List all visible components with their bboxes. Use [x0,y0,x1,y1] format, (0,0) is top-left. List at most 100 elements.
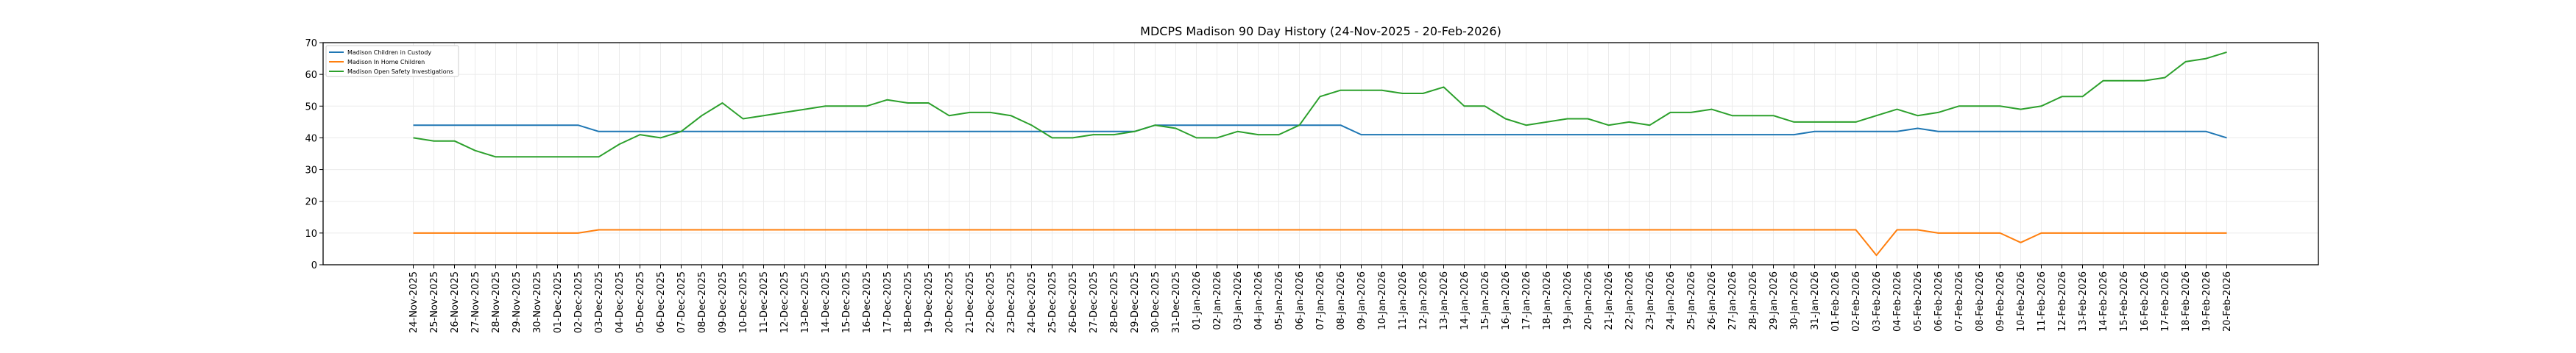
x-tick-label: 17-Dec-2025 [882,271,894,333]
x-tick-label: 29-Nov-2025 [512,271,523,333]
x-tick-label: 18-Jan-2026 [1542,271,1553,330]
x-tick-label: 25-Dec-2025 [1047,271,1058,333]
x-tick-label: 14-Jan-2026 [1459,271,1471,330]
x-tick-label: 08-Dec-2025 [697,271,708,333]
x-tick-label: 12-Jan-2026 [1418,271,1429,330]
legend-label: Madison In Home Children [347,59,425,65]
x-tick-label: 27-Nov-2025 [470,271,481,333]
series-line-madison-children-in-custody [413,124,2227,139]
x-tick-label: 06-Jan-2026 [1295,271,1306,330]
x-tick-label: 16-Feb-2026 [2140,271,2151,332]
series-lines [413,51,2227,257]
x-tick-label: 21-Jan-2026 [1604,271,1615,330]
x-tick-label: 13-Jan-2026 [1439,271,1450,330]
x-tick-label: 15-Feb-2026 [2119,271,2130,332]
x-tick-label: 12-Dec-2025 [779,271,790,333]
x-tick-label: 08-Jan-2026 [1336,271,1347,330]
x-tick-label: 16-Dec-2025 [862,271,873,333]
y-axis: 0 10 20 30 40 50 60 70 [305,38,323,271]
y-tick-label: 30 [305,165,317,176]
x-tick-label: 13-Dec-2025 [800,271,811,333]
x-tick-label: 30-Nov-2025 [532,271,543,333]
x-tick-label: 15-Dec-2025 [841,271,852,333]
x-tick-label: 01-Feb-2026 [1830,271,1841,332]
x-tick-label: 28-Jan-2026 [1748,271,1759,330]
x-tick-label: 14-Feb-2026 [2098,271,2109,332]
x-tick-label: 25-Jan-2026 [1686,271,1697,330]
x-tick-label: 07-Jan-2026 [1315,271,1326,330]
x-tick-label: 28-Dec-2025 [1109,271,1120,333]
x-tick-label: 28-Nov-2025 [491,271,502,333]
x-tick-label: 24-Dec-2025 [1027,271,1038,333]
x-axis: 24-Nov-2025 25-Nov-2025 26-Nov-2025 27-Nov-… [408,265,2233,333]
x-tick-label: 10-Jan-2026 [1377,271,1388,330]
legend: Madison Children in Custody Madison In Ho… [325,45,459,77]
x-tick-label: 10-Feb-2026 [2016,271,2027,332]
x-tick-label: 18-Feb-2026 [2181,271,2192,332]
x-tick-label: 29-Jan-2026 [1769,271,1780,330]
x-tick-label: 02-Dec-2025 [573,271,584,333]
x-tick-label: 22-Jan-2026 [1624,271,1635,330]
x-tick-label: 26-Jan-2026 [1707,271,1718,330]
x-tick-label: 12-Feb-2026 [2057,271,2068,332]
x-tick-label: 27-Dec-2025 [1089,271,1100,333]
x-tick-label: 09-Jan-2026 [1356,271,1367,330]
x-tick-label: 06-Feb-2026 [1933,271,1945,332]
x-tick-label: 23-Dec-2025 [1006,271,1017,333]
x-tick-label: 19-Dec-2025 [924,271,935,333]
legend-label: Madison Children in Custody [347,49,431,56]
x-tick-label: 17-Feb-2026 [2160,271,2171,332]
x-tick-label: 03-Jan-2026 [1233,271,1244,330]
x-tick-label: 15-Jan-2026 [1480,271,1491,330]
x-tick-label: 09-Dec-2025 [718,271,729,333]
plot-frame [322,42,2319,265]
y-tick-label: 40 [305,133,317,144]
x-tick-label: 30-Dec-2025 [1150,271,1161,333]
x-tick-label: 07-Dec-2025 [676,271,687,333]
x-tick-label: 13-Feb-2026 [2078,271,2089,332]
x-tick-label: 31-Dec-2025 [1171,271,1182,333]
x-tick-label: 01-Jan-2026 [1192,271,1203,330]
x-tick-label: 11-Dec-2025 [759,271,770,333]
x-tick-label: 18-Dec-2025 [903,271,914,333]
x-tick-label: 04-Dec-2025 [615,271,626,333]
x-tick-label: 21-Dec-2025 [965,271,976,333]
x-tick-label: 25-Nov-2025 [429,271,440,333]
x-tick-label: 07-Feb-2026 [1954,271,1965,332]
x-tick-label: 02-Jan-2026 [1212,271,1223,330]
x-tick-label: 04-Feb-2026 [1892,271,1903,332]
series-line-madison-in-home-children [413,229,2227,257]
y-tick-label: 0 [311,260,317,271]
x-tick-label: 20-Dec-2025 [944,271,955,333]
x-tick-label: 19-Feb-2026 [2201,271,2212,332]
x-tick-label: 08-Feb-2026 [1975,271,1986,332]
x-tick-label: 23-Jan-2026 [1645,271,1656,330]
x-tick-label: 19-Jan-2026 [1563,271,1574,330]
y-tick-label: 20 [305,197,317,208]
x-tick-label: 22-Dec-2025 [986,271,997,333]
x-tick-label: 16-Jan-2026 [1501,271,1512,330]
x-tick-label: 24-Nov-2025 [408,271,420,333]
x-tick-label: 02-Feb-2026 [1851,271,1862,332]
legend-box [325,45,459,77]
x-tick-label: 14-Dec-2025 [821,271,832,333]
x-tick-label: 26-Nov-2025 [450,271,461,333]
x-tick-label: 06-Dec-2025 [656,271,667,333]
x-tick-label: 31-Jan-2026 [1810,271,1821,330]
x-tick-label: 24-Jan-2026 [1666,271,1677,330]
x-tick-label: 20-Feb-2026 [2222,271,2233,332]
x-tick-label: 17-Jan-2026 [1521,271,1532,330]
x-tick-label: 03-Feb-2026 [1872,271,1883,332]
x-tick-label: 27-Jan-2026 [1727,271,1738,330]
chart-title: MDCPS Madison 90 Day History (24-Nov-202… [1140,24,1501,38]
x-tick-label: 05-Dec-2025 [635,271,646,333]
y-tick-label: 50 [305,101,317,113]
x-tick-label: 05-Feb-2026 [1913,271,1924,332]
x-tick-label: 11-Jan-2026 [1398,271,1409,330]
legend-label: Madison Open Safety Investigations [347,68,453,75]
series-line-madison-open-safety-investigations [413,51,2227,158]
x-tick-label: 11-Feb-2026 [2037,271,2048,332]
x-tick-label: 26-Dec-2025 [1068,271,1079,333]
x-tick-label: 09-Feb-2026 [1995,271,2006,332]
